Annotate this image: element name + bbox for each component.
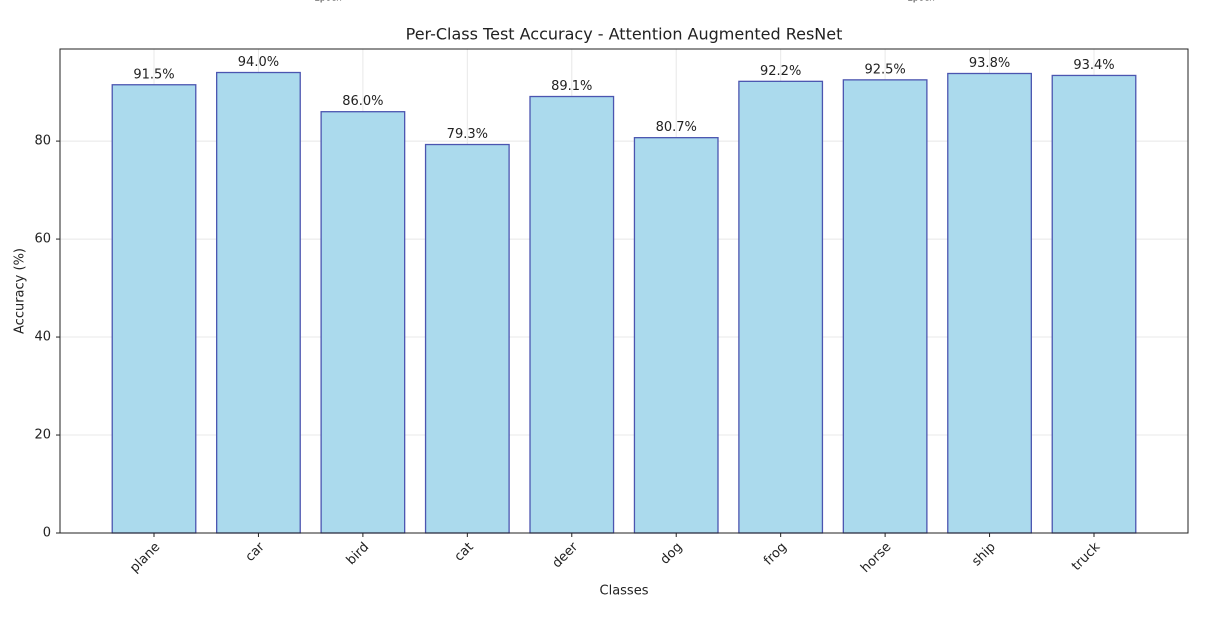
value-label: 91.5%	[133, 67, 174, 82]
bar	[111, 84, 197, 534]
value-label: 94.0%	[238, 55, 279, 70]
chart-title: Per-Class Test Accuracy - Attention Augm…	[406, 25, 843, 44]
x-tick-label: plane	[127, 540, 163, 576]
y-tick-label: 20	[34, 428, 51, 443]
value-label: 80.7%	[656, 120, 697, 135]
plot-frame	[59, 48, 1189, 534]
x-tick-label: bird	[344, 540, 372, 568]
value-label: 92.2%	[760, 64, 801, 79]
value-label: 93.4%	[1073, 58, 1114, 73]
y-tick-label: 0	[43, 526, 51, 541]
x-tick-label: deer	[550, 539, 582, 571]
bar	[424, 143, 510, 534]
bar	[633, 137, 719, 534]
x-tick-label: frog	[761, 540, 790, 569]
y-axis-label: Accuracy (%)	[13, 248, 28, 334]
cropped-label: Epoch	[314, 0, 342, 4]
bar	[1051, 74, 1137, 534]
bar	[947, 72, 1032, 534]
value-label: 86.0%	[342, 94, 383, 109]
bar	[529, 95, 615, 534]
y-tick-label: 60	[34, 232, 51, 247]
x-tick-label: ship	[969, 540, 999, 570]
value-label: 92.5%	[864, 62, 905, 77]
value-label: 89.1%	[551, 79, 592, 94]
bar	[320, 111, 406, 534]
x-tick-label: truck	[1069, 539, 1104, 574]
cropped-label: Epoch	[907, 0, 935, 4]
x-tick-label: horse	[858, 540, 894, 576]
x-tick-label: cat	[452, 540, 477, 565]
value-label: 93.8%	[969, 56, 1010, 71]
bar	[842, 79, 928, 534]
x-tick-label: dog	[658, 540, 686, 568]
bar	[738, 80, 824, 534]
x-tick-label: car	[243, 539, 269, 565]
x-axis-label: Classes	[600, 584, 649, 599]
y-tick-label: 80	[34, 134, 51, 149]
y-tick-label: 40	[34, 330, 51, 345]
value-label: 79.3%	[447, 127, 488, 142]
bar	[216, 71, 301, 534]
